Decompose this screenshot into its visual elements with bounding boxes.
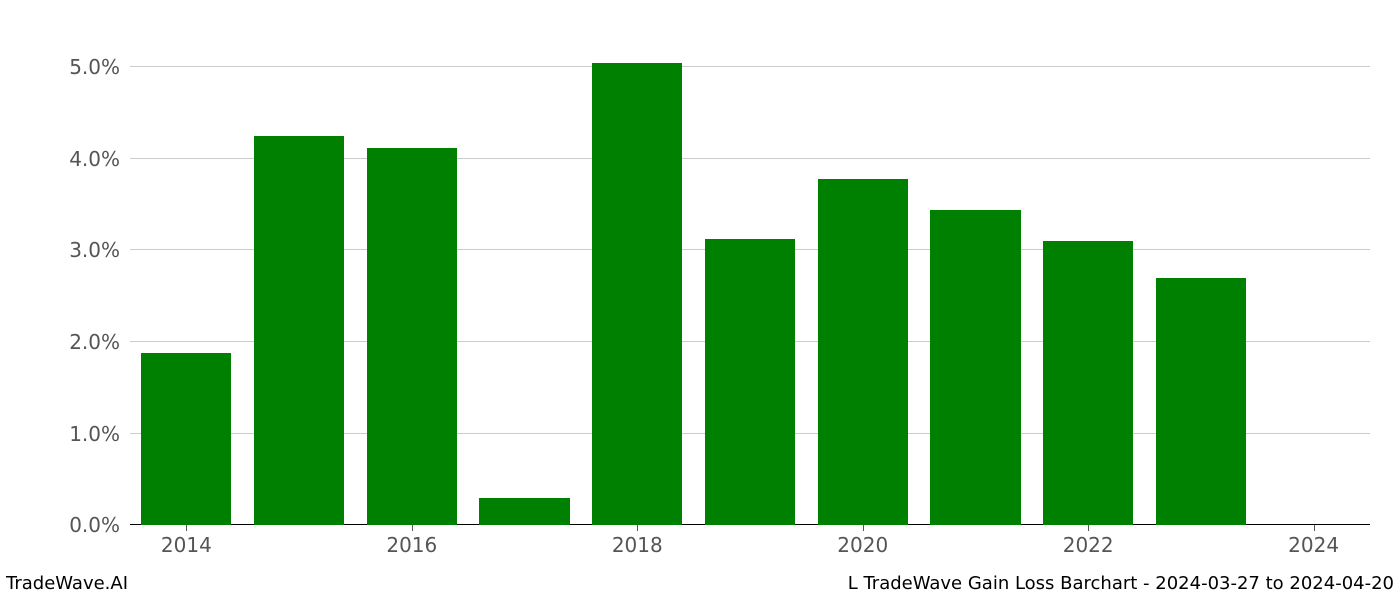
- bar: [592, 63, 682, 525]
- x-tick-label: 2018: [612, 525, 663, 557]
- plot-area: 0.0%1.0%2.0%3.0%4.0%5.0%2014201620182020…: [130, 40, 1370, 525]
- bar: [1156, 278, 1246, 525]
- bar: [705, 239, 795, 525]
- x-tick-label: 2016: [386, 525, 437, 557]
- bar: [818, 179, 908, 525]
- bar: [367, 148, 457, 525]
- y-tick-label: 4.0%: [69, 147, 130, 171]
- y-tick-label: 0.0%: [69, 513, 130, 537]
- y-tick-label: 1.0%: [69, 422, 130, 446]
- bar: [254, 136, 344, 525]
- gridline: [130, 66, 1370, 67]
- y-tick-label: 3.0%: [69, 238, 130, 262]
- y-tick-label: 2.0%: [69, 330, 130, 354]
- chart-container: 0.0% 1.0% 2.0% 3.0% 4.0% 5.0% 2014 2016 2018 2020…: [0, 0, 1400, 600]
- x-tick-label: 2024: [1288, 525, 1339, 557]
- y-tick-label: 5.0%: [69, 55, 130, 79]
- x-tick-label: 2022: [1063, 525, 1114, 557]
- bar: [1043, 241, 1133, 525]
- bar: [479, 498, 569, 525]
- x-tick-label: 2014: [161, 525, 212, 557]
- x-tick-label: 2020: [837, 525, 888, 557]
- bar: [141, 353, 231, 525]
- bar: [930, 210, 1020, 525]
- footer-right-label: L TradeWave Gain Loss Barchart - 2024-03…: [848, 573, 1394, 594]
- footer-left-label: TradeWave.AI: [6, 573, 128, 594]
